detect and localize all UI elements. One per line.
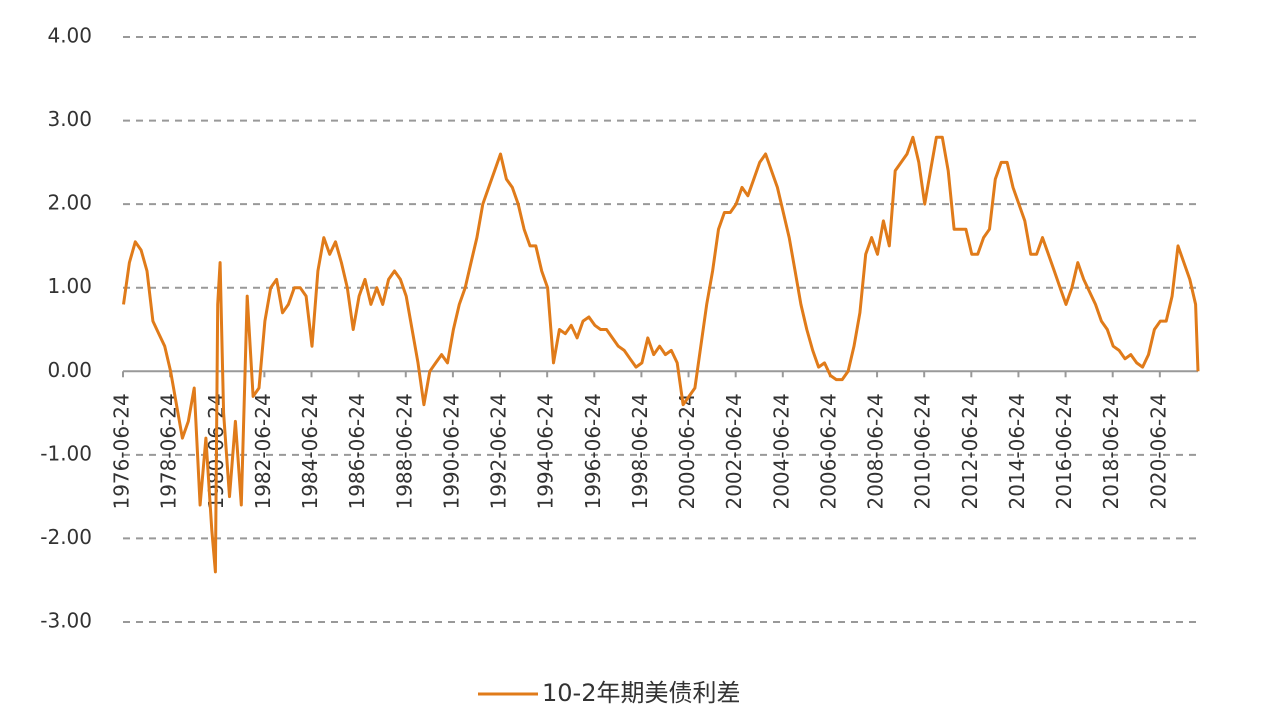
- y-tick-label: 1.00: [47, 274, 92, 298]
- y-tick-label: 4.00: [47, 24, 92, 48]
- x-tick-label: 1986-06-24: [345, 393, 369, 509]
- x-tick-label: 2016-06-24: [1052, 393, 1076, 509]
- x-tick-label: 2000-06-24: [675, 393, 699, 509]
- x-tick-label: 2014-06-24: [1005, 393, 1029, 509]
- x-tick-label: 1984-06-24: [298, 393, 322, 509]
- y-tick-label: 2.00: [47, 191, 92, 215]
- x-tick-label: 1994-06-24: [534, 393, 558, 509]
- x-tick-label: 1976-06-24: [110, 393, 134, 509]
- x-tick-label: 1992-06-24: [487, 393, 511, 509]
- x-tick-label: 1998-06-24: [628, 393, 652, 509]
- x-tick-label: 2008-06-24: [864, 393, 888, 509]
- x-tick-label: 2002-06-24: [722, 393, 746, 509]
- x-tick-label: 2010-06-24: [911, 393, 935, 509]
- x-tick-label: 2018-06-24: [1099, 393, 1123, 509]
- x-tick-label: 2020-06-24: [1146, 393, 1170, 509]
- y-tick-label: -3.00: [40, 609, 92, 633]
- line-series: [122, 135, 1200, 574]
- y-tick-label: -2.00: [40, 525, 92, 549]
- x-tick-label: 1990-06-24: [439, 393, 463, 509]
- legend-label: 10-2年期美债利差: [542, 679, 740, 707]
- y-tick-label: 0.00: [47, 358, 92, 382]
- x-tick-label: 1996-06-24: [581, 393, 605, 509]
- y-tick-label: -1.00: [40, 441, 92, 465]
- x-tick-label: 1982-06-24: [251, 393, 275, 509]
- x-tick-label: 2012-06-24: [958, 393, 982, 509]
- x-tick-label: 2006-06-24: [816, 393, 840, 509]
- x-tick-label: 2004-06-24: [769, 393, 793, 509]
- y-tick-label: 3.00: [47, 107, 92, 131]
- x-tick-label: 1988-06-24: [392, 393, 416, 509]
